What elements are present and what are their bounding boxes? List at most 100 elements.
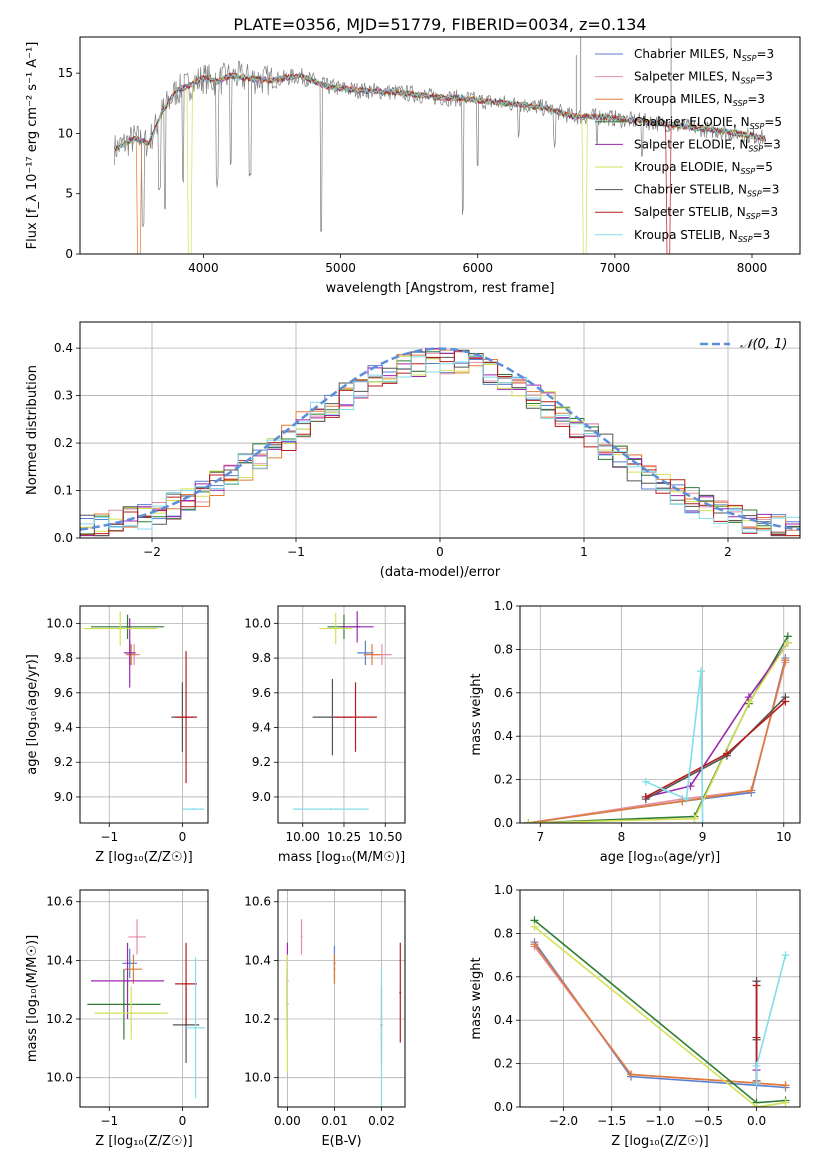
y-tick-label: 10.2 (46, 1012, 73, 1026)
y-axis-label: Flux [f_λ 10⁻¹⁷ erg cm⁻² s⁻¹ A⁻¹] (25, 42, 40, 250)
x-tick-label: 4000 (188, 261, 219, 275)
y-axis-label: mass weight (469, 673, 484, 755)
weight-line-kroupa-elodie (533, 926, 786, 1107)
x-tick-label: −1 (287, 545, 305, 559)
legend-label: Chabrier ELODIE, NSSP=5 (634, 115, 782, 131)
errorbar-point (192, 808, 195, 811)
y-tick-label: 0.2 (54, 436, 73, 450)
histogram-salpeter-stelib (80, 350, 800, 537)
weight-line-kroupa-miles (533, 943, 786, 1087)
x-tick-label: 8 (618, 830, 626, 844)
weight-marker (752, 1061, 761, 1070)
legend-label: Kroupa ELODIE, NSSP=5 (634, 160, 773, 176)
errorbar-point (371, 653, 374, 656)
y-tick-label: 9.8 (54, 651, 73, 665)
z-age-panel: −1 0 9.0 9.2 9.4 9.6 9.8 10.0 Z [log₁₀(Z/Z☉)] age… (25, 605, 209, 865)
legend-label: Salpeter MILES, NSSP=3 (634, 70, 773, 86)
x-tick-label: 0.01 (321, 1114, 348, 1128)
y-axis-label: Normed distribution (25, 365, 40, 495)
y-tick-label: 9.4 (54, 721, 73, 735)
x-axis-label: (data-model)/error (380, 565, 501, 580)
axes-frame (79, 321, 801, 539)
x-tick-label: 0 (179, 1114, 187, 1128)
weight-marker (783, 638, 792, 647)
figure-title: PLATE=0356, MJD=51779, FIBERID=0034, z=0… (233, 15, 646, 34)
legend-label: Kroupa STELIB, NSSP=3 (634, 228, 770, 244)
weight-marker (690, 814, 699, 823)
y-tick-label: 10.0 (46, 1071, 73, 1085)
plot-area (113, 37, 767, 254)
residuals-panel: −2 −1 0 1 2 0.0 0.1 0.2 0.3 0.4 (data-model)/error… (25, 321, 801, 580)
y-tick-label: 0.4 (494, 1013, 513, 1027)
weight-marker (752, 1033, 761, 1042)
x-tick-label: 10 (776, 830, 791, 844)
weight-marker (641, 777, 650, 786)
x-tick-label: −1.0 (645, 1114, 674, 1128)
axes-frame (519, 889, 801, 1108)
weight-marker (698, 819, 707, 823)
weight-marker (678, 797, 687, 806)
errorbar-point (399, 991, 402, 994)
ebv-mass-panel: 0.00 0.01 0.02 10.0 10.2 10.4 10.6 E(B-V) (244, 889, 406, 1149)
legend-label: Salpeter STELIB, NSSP=3 (634, 205, 778, 221)
weight-marker (752, 1103, 761, 1107)
y-tick-label: 10 (58, 126, 73, 140)
weight-marker (747, 786, 756, 795)
errorbar-point (130, 653, 133, 656)
legend-label: Chabrier STELIB, NSSP=3 (634, 183, 779, 199)
x-tick-label: 10.50 (368, 830, 402, 844)
weight-marker (781, 1081, 790, 1090)
y-tick-label: 9.4 (252, 721, 271, 735)
x-axis-label: E(B-V) (321, 1134, 361, 1149)
y-tick-label: 0.6 (494, 970, 513, 984)
axes-frame (79, 889, 209, 1108)
legend-label: 𝒩(0, 1) (740, 337, 787, 352)
x-tick-label: 2 (724, 545, 732, 559)
errorbar-point (119, 627, 122, 630)
errorbar-point (126, 979, 129, 982)
y-tick-label: 0.4 (54, 341, 73, 355)
x-tick-label: 0 (436, 545, 444, 559)
y-tick-label: 10.4 (244, 953, 271, 967)
weight-marker (744, 693, 753, 702)
errorbar-point (130, 1012, 133, 1015)
weight-line-kroupa-miles (527, 660, 787, 823)
x-tick-label: 6000 (462, 261, 493, 275)
y-axis-label: age [log₁₀(age/yr)] (25, 654, 40, 775)
y-tick-label: 10.6 (46, 895, 73, 909)
errorbar-point (364, 651, 367, 654)
errorbar-point (128, 651, 131, 654)
y-tick-label: 0.1 (54, 484, 73, 498)
y-tick-label: 15 (58, 66, 73, 80)
errorbar-point (331, 716, 334, 719)
weight-line-kroupa-stelib (645, 671, 704, 823)
errorbar-point (122, 1003, 125, 1006)
axes-frame (79, 36, 801, 255)
x-axis-label: Z [log₁₀(Z/Z☉)] (95, 850, 192, 865)
axes-frame (79, 605, 209, 824)
errorbar-point (356, 625, 359, 628)
y-tick-label: 5 (65, 187, 73, 201)
axes-frame (277, 605, 406, 824)
y-tick-label: 0.0 (494, 816, 513, 830)
errorbar-point (354, 716, 357, 719)
z-mass-panel: −1 0 10.0 10.2 10.4 10.6 Z [log₁₀(Z/Z☉)] mass [… (25, 889, 209, 1149)
weight-marker (696, 667, 705, 676)
errorbar-point (185, 982, 188, 985)
errorbar-point (329, 808, 332, 811)
x-tick-label: 10.25 (327, 830, 361, 844)
weight-marker (752, 981, 761, 990)
x-tick-label: −2 (143, 545, 161, 559)
weight-marker (781, 1098, 790, 1107)
mass-age-panel: 10.00 10.25 10.50 9.0 9.2 9.4 9.6 9.8 10.0 mass [… (244, 605, 406, 865)
y-axis-label: mass [log₁₀(M/M☉)] (25, 935, 40, 1062)
y-tick-label: 10.4 (46, 953, 73, 967)
y-tick-label: 0.0 (54, 531, 73, 545)
weight-marker (752, 1079, 761, 1088)
legend-label: Chabrier MILES, NSSP=3 (634, 47, 774, 63)
weight-marker (781, 656, 790, 665)
y-tick-label: 0.3 (54, 389, 73, 403)
errorbar-point (380, 1038, 383, 1041)
y-tick-label: 0 (65, 247, 73, 261)
errorbar-point (136, 935, 139, 938)
